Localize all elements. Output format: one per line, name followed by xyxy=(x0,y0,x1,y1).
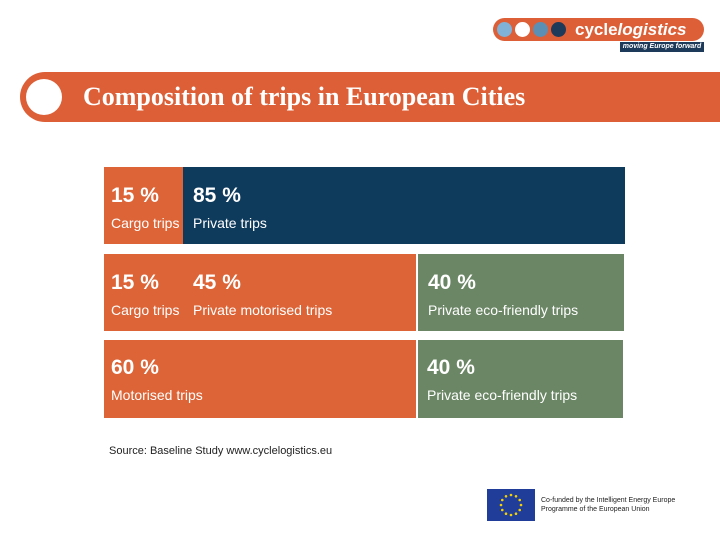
row2-motorised-percent: 45 % xyxy=(193,271,241,294)
row1-cargo-percent: 15 % xyxy=(111,184,159,207)
cyclelogistics-logo: cyclelogistics moving Europe forward xyxy=(493,18,704,52)
row1-private-percent: 85 % xyxy=(193,184,241,207)
logo-dot-icon xyxy=(497,22,512,37)
logo-dot-icon xyxy=(551,22,566,37)
row1-private-block: 85 % Private trips xyxy=(183,167,625,244)
row3-motorised-label: Motorised trips xyxy=(111,387,203,403)
row3-eco-block: 40 % Private eco-friendly trips xyxy=(418,340,623,418)
row2-cargo-label: Cargo trips xyxy=(111,302,180,318)
row1-private-label: Private trips xyxy=(193,215,267,231)
logo-wordmark: cyclelogistics xyxy=(575,20,687,39)
eu-cofunding-line1: Co-funded by the Intelligent Energy Euro… xyxy=(541,497,676,504)
source-note: Source: Baseline Study www.cyclelogistic… xyxy=(109,445,333,457)
logo-tagline: moving Europe forward xyxy=(620,42,704,52)
eu-cofunding-line2: Programme of the European Union xyxy=(541,506,650,513)
row2-orange-block: 15 % Cargo trips 45 % Private motorised … xyxy=(104,254,416,331)
row1-cargo-label: Cargo trips xyxy=(111,215,180,231)
eu-flag-icon xyxy=(487,489,535,521)
row3-eco-percent: 40 % xyxy=(427,356,475,379)
title-circle-icon xyxy=(26,79,62,115)
row2-eco-label: Private eco-friendly trips xyxy=(428,302,579,318)
row2-motorised-label: Private motorised trips xyxy=(193,302,333,318)
logo-dot-icon xyxy=(533,22,548,37)
title-bar: Composition of trips in European Cities xyxy=(20,72,720,122)
row3-motorised-block: 60 % Motorised trips xyxy=(104,340,416,418)
eu-cofunding-text: Co-funded by the Intelligent Energy Euro… xyxy=(541,496,675,514)
logo-pill: cyclelogistics xyxy=(493,18,704,41)
page-title: Composition of trips in European Cities xyxy=(83,82,526,111)
row1-cargo-block: 15 % Cargo trips xyxy=(104,167,183,244)
row2-cargo-percent: 15 % xyxy=(111,271,159,294)
row3-eco-label: Private eco-friendly trips xyxy=(427,387,578,403)
row3-motorised-percent: 60 % xyxy=(111,356,159,379)
row2-eco-block: 40 % Private eco-friendly trips xyxy=(418,254,624,331)
row2-eco-percent: 40 % xyxy=(428,271,476,294)
logo-dot-icon xyxy=(515,22,530,37)
